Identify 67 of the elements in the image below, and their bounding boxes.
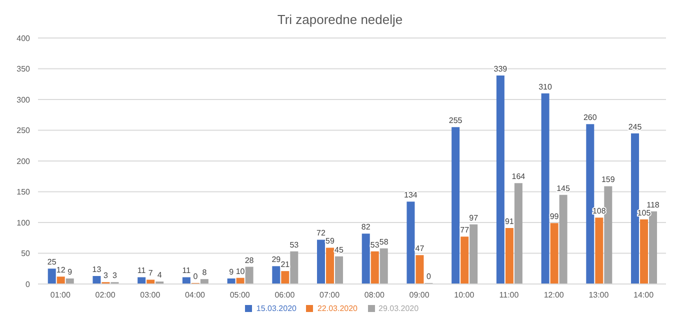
legend-label: 15.03.2020 (256, 304, 296, 313)
chart-title: Tri zaporedne nedelje (276, 11, 404, 29)
x-tick-label: 06:00 (274, 290, 296, 300)
x-tick-label: 07:00 (320, 290, 340, 300)
data-label: 3 (104, 271, 108, 280)
legend-label: 22.03.2020 (317, 304, 358, 313)
data-label: 77 (460, 226, 470, 235)
data-label: 9 (68, 267, 73, 276)
data-label: 3 (112, 271, 118, 280)
data-label: 9 (229, 267, 234, 276)
data-label: 53 (370, 240, 380, 250)
x-tick-label: 11:00 (499, 290, 520, 300)
data-label: 45 (334, 245, 344, 254)
y-tick-label: 200 (16, 156, 31, 166)
y-tick-label: 0 (26, 280, 31, 289)
x-tick-label: 04:00 (184, 290, 206, 300)
x-tick-label: 02:00 (95, 290, 116, 300)
x-tick-label: 12:00 (544, 290, 564, 300)
data-label: 4 (157, 270, 162, 280)
data-label: 12 (56, 266, 66, 275)
data-label: 245 (628, 122, 642, 132)
data-label: 134 (404, 190, 418, 200)
data-label: 260 (583, 113, 598, 122)
data-label: 29 (272, 255, 282, 264)
data-label: 25 (47, 258, 57, 267)
x-tick-label: 01:00 (50, 290, 71, 300)
data-label: 11 (137, 266, 146, 276)
data-label: 91 (504, 217, 514, 226)
data-label: 21 (280, 260, 290, 270)
data-label: 145 (556, 184, 571, 193)
data-label: 97 (469, 213, 479, 222)
data-label: 13 (92, 265, 102, 274)
y-tick-label: 150 (16, 188, 31, 197)
y-tick-label: 50 (21, 249, 31, 258)
data-label: 0 (193, 272, 198, 281)
y-tick-label: 400 (16, 34, 31, 43)
x-tick-label: 03:00 (140, 290, 161, 300)
data-label: 310 (538, 82, 553, 92)
data-label: 28 (244, 256, 254, 265)
data-label: 99 (550, 212, 560, 222)
data-label: 58 (379, 237, 389, 246)
data-label: 159 (601, 175, 616, 184)
y-tick-label: 350 (16, 64, 31, 74)
x-tick-label: 13:00 (588, 290, 610, 300)
x-tick-label: 08:00 (364, 290, 385, 300)
x-tick-label: 10:00 (454, 290, 475, 300)
x-tick-label: 14:00 (634, 290, 654, 300)
data-label: 8 (202, 268, 208, 278)
data-label: 59 (326, 236, 336, 246)
data-label: 53 (290, 240, 300, 250)
y-tick-label: 300 (16, 95, 31, 104)
data-label: 164 (512, 172, 526, 182)
data-label: 11 (182, 266, 192, 276)
data-label: 255 (448, 116, 463, 126)
y-tick-label: 250 (16, 126, 31, 136)
legend-label: 29.03.2020 (378, 304, 419, 313)
data-label: 0 (426, 272, 432, 281)
data-label: 82 (361, 222, 371, 232)
data-label: 10 (236, 266, 246, 276)
x-tick-label: 09:00 (409, 290, 430, 300)
data-label: 7 (148, 268, 154, 278)
y-tick-label: 100 (16, 218, 31, 228)
data-label: 118 (646, 200, 660, 210)
data-label: 339 (494, 64, 508, 74)
data-label: 47 (415, 244, 425, 254)
x-tick-label: 05:00 (230, 290, 250, 300)
data-label: 72 (316, 228, 326, 238)
